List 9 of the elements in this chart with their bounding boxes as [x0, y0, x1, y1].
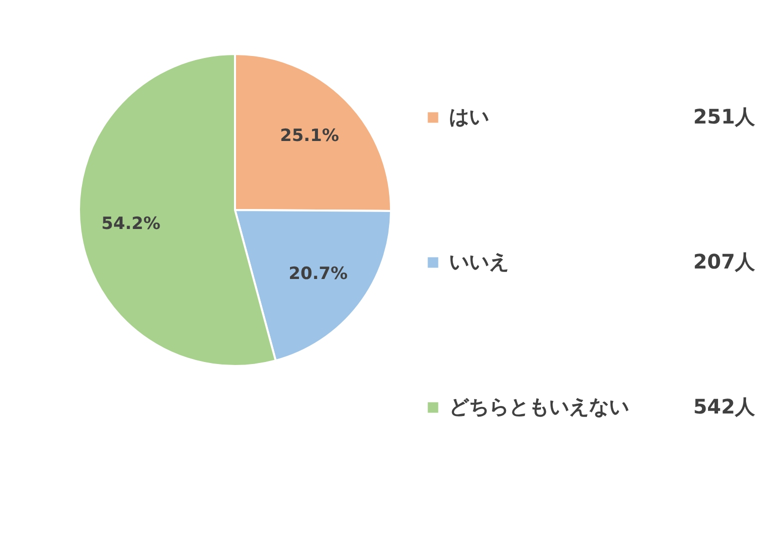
legend-label: はい — [449, 104, 489, 128]
legend-label: いいえ — [449, 250, 509, 274]
legend-label: どちらともいえない — [449, 394, 629, 418]
data-label: 25.1% — [280, 126, 339, 146]
text: 542人 — [693, 394, 756, 418]
text: 251人 — [693, 104, 756, 128]
data-label: 20.7% — [288, 264, 348, 284]
text: 207人 — [693, 250, 756, 274]
data-label: 54.2% — [101, 214, 160, 234]
